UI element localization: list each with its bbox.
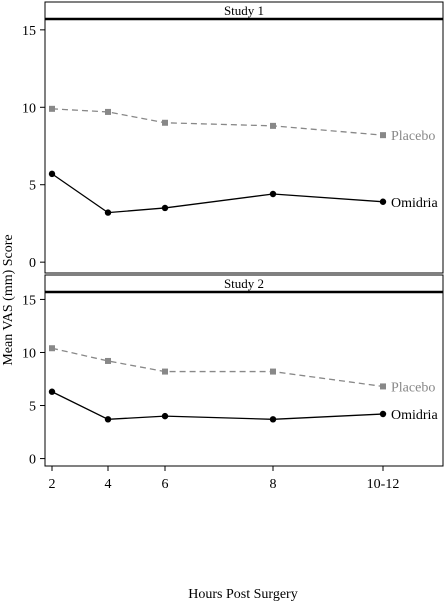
placebo-point <box>49 345 55 352</box>
placebo-point <box>270 368 276 375</box>
y-axis-label: Mean VAS (mm) Score <box>1 234 16 365</box>
placebo-point <box>105 357 111 364</box>
omidria-line <box>51 391 384 420</box>
omidria-point <box>104 416 112 423</box>
omidria-point <box>379 410 387 418</box>
placebo-series-label: Placebo <box>391 380 435 395</box>
omidria-point <box>104 209 112 216</box>
omidria-series-label: Omidria <box>391 196 438 211</box>
omidria-point <box>161 412 169 420</box>
placebo-point <box>380 383 386 390</box>
omidria-point <box>269 416 277 423</box>
x-tick-label: 2 <box>49 477 56 492</box>
omidria-point <box>48 170 56 178</box>
x-axis-label: Hours Post Surgery <box>188 587 297 602</box>
y-tick-label: 15 <box>22 293 36 308</box>
y-tick-label: 10 <box>22 101 36 116</box>
y-tick-label: 15 <box>22 24 36 39</box>
panel-title: Study 1 <box>224 3 264 18</box>
x-tick-label: 8 <box>270 477 277 492</box>
x-tick-label: 4 <box>105 477 112 492</box>
placebo-point <box>270 122 276 129</box>
placebo-point <box>380 132 386 139</box>
placebo-point <box>105 108 111 115</box>
placebo-point <box>162 368 168 375</box>
omidria-point <box>161 204 169 212</box>
placebo-line <box>51 347 384 388</box>
placebo-series-label: Placebo <box>391 129 435 144</box>
omidria-point <box>48 388 56 395</box>
omidria-series-label: Omidria <box>391 408 438 423</box>
panel-title: Study 2 <box>224 276 264 291</box>
x-tick-label: 10-12 <box>367 477 400 492</box>
y-tick-label: 0 <box>29 256 36 271</box>
placebo-point <box>162 119 168 126</box>
y-tick-label: 10 <box>22 346 36 361</box>
x-tick-label: 6 <box>162 477 169 492</box>
placebo-point <box>49 105 55 112</box>
y-tick-label: 5 <box>29 400 36 415</box>
omidria-point <box>379 198 387 205</box>
placebo-line <box>51 108 384 136</box>
omidria-point <box>269 190 277 198</box>
omidria-line <box>51 173 384 214</box>
y-tick-label: 5 <box>29 179 36 194</box>
panel-frame <box>44 18 444 274</box>
y-tick-label: 0 <box>29 453 36 468</box>
panel-frame <box>44 291 444 467</box>
